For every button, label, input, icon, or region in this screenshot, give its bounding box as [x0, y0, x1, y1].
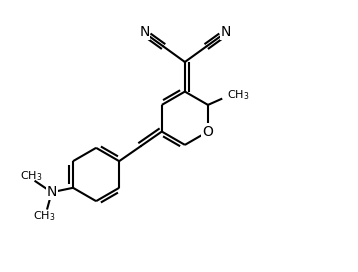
Text: O: O: [203, 125, 213, 138]
Text: CH$_3$: CH$_3$: [33, 209, 55, 223]
Text: N: N: [47, 185, 57, 199]
Text: CH$_3$: CH$_3$: [227, 88, 250, 102]
Text: CH$_3$: CH$_3$: [20, 169, 42, 183]
Text: N: N: [139, 25, 150, 39]
Text: N: N: [220, 25, 231, 39]
